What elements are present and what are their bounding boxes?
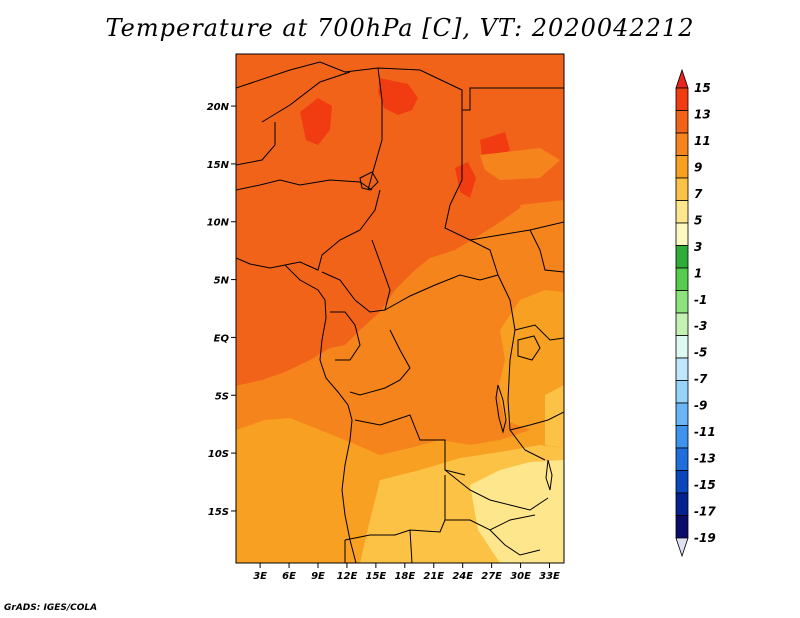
coastline — [236, 171, 553, 563]
border-car — [384, 274, 499, 311]
colorbar-label: 1 — [694, 266, 702, 280]
border-north-africa — [236, 61, 564, 111]
lon-tick-label: 18E — [394, 571, 415, 582]
colorbar-label: -1 — [694, 293, 707, 307]
colorbar-swatch — [675, 87, 689, 111]
border-nigeria — [284, 189, 381, 271]
colorbar-label: 9 — [694, 160, 702, 174]
colorbar-swatch — [675, 267, 689, 291]
border-zimbabwe — [489, 529, 541, 556]
colorbar-label: 3 — [694, 240, 702, 254]
colorbar-swatch — [675, 470, 689, 494]
lat-tick-label: 15S — [208, 507, 229, 518]
border-sahel — [236, 179, 373, 191]
lon-tick-label: 9E — [311, 571, 325, 582]
colorbar-swatch — [675, 155, 689, 179]
border-namibia — [344, 529, 413, 563]
border-cameroon — [321, 239, 391, 313]
colorbar-swatch — [675, 402, 689, 426]
field-patch-9-11-north — [480, 148, 560, 180]
border-drc-east — [497, 274, 546, 461]
lat-tick-label: 10N — [207, 218, 230, 229]
colorbar-top-arrow — [675, 68, 689, 89]
colorbar-label: 13 — [694, 107, 711, 121]
colorbar-label: -17 — [694, 505, 716, 519]
colorbar-swatch — [675, 425, 689, 449]
grads-credit: GrADS: IGES/COLA — [4, 603, 98, 613]
colorbar-label: 11 — [694, 134, 711, 148]
border-sudan-ss — [469, 221, 564, 241]
map-frame — [235, 53, 565, 564]
country-borders — [236, 61, 564, 563]
lat-tick-label: 15N — [207, 160, 230, 171]
colorbar-bottom-arrow — [675, 537, 689, 558]
colorbar-swatch — [675, 110, 689, 134]
border-mali-niger — [236, 122, 276, 166]
colorbar-label: -5 — [694, 346, 707, 360]
lon-tick-label: 12E — [337, 571, 358, 582]
colorbar-label: 5 — [694, 213, 702, 227]
border-tanzania — [509, 411, 564, 431]
border-algeria-niger — [261, 71, 351, 123]
temperature-field — [236, 54, 564, 563]
colorbar-swatch — [675, 380, 689, 404]
colorbar-swatch — [675, 515, 689, 539]
colorbar-swatch — [675, 132, 689, 156]
colorbar-label: -15 — [694, 478, 716, 492]
lon-tick-label: 30E — [510, 571, 531, 582]
border-uganda-kenya — [514, 324, 564, 341]
field-band-13-15-b — [300, 98, 332, 145]
lon-tick-label: 15E — [366, 571, 387, 582]
field-patch-9-11-ne — [520, 200, 564, 245]
colorbar-swatch — [675, 492, 689, 516]
border-congo-drc — [349, 329, 411, 396]
colorbar-label: 15 — [694, 81, 711, 95]
border-gabon — [330, 311, 361, 361]
lon-tick-label: 3E — [253, 571, 267, 582]
colorbar-swatch — [675, 335, 689, 359]
lake-tanganyika — [495, 384, 507, 434]
colorbar-label: -7 — [694, 372, 708, 386]
colorbar-swatch — [675, 447, 689, 471]
colorbar-label: -9 — [694, 399, 707, 413]
lon-tick-label: 33E — [539, 571, 560, 582]
lake-victoria — [517, 335, 541, 361]
colorbar-label: -13 — [694, 452, 716, 466]
border-ethiopia — [529, 229, 564, 273]
colorbar-swatch — [675, 357, 689, 381]
lat-tick-label: 10S — [208, 449, 229, 460]
colorbar-swatch — [675, 290, 689, 314]
border-chad-sudan — [444, 110, 499, 276]
lat-tick-label: 5S — [215, 391, 229, 402]
lake-chad — [359, 171, 379, 191]
latitude-axis: 20N 15N 10N 5N EQ 5S 10S 15S — [207, 102, 236, 518]
lon-tick-label: 27E — [481, 571, 502, 582]
colorbar-swatch — [675, 222, 689, 246]
lat-tick-label: EQ — [214, 333, 230, 344]
colorbar-label: -19 — [694, 531, 716, 545]
lon-tick-label: 6E — [282, 571, 296, 582]
field-band-13-15-c — [455, 162, 476, 198]
lon-tick-label: 21E — [423, 571, 444, 582]
field-band-13-15-a — [378, 78, 418, 115]
colorbar-swatch — [675, 177, 689, 201]
longitude-axis: 3E 6E 9E 12E 15E 18E 21E 24E 27E 30E 33E — [253, 563, 560, 582]
field-band-3-5 — [470, 460, 564, 563]
colorbar-swatch — [675, 200, 689, 224]
colorbar-label: 7 — [694, 187, 703, 201]
lat-tick-label: 5N — [214, 276, 230, 287]
lake-malawi — [545, 459, 553, 491]
lon-tick-label: 24E — [452, 571, 473, 582]
border-niger-chad — [367, 67, 383, 191]
border-zambia — [444, 469, 549, 511]
colorbar-swatch — [675, 245, 689, 269]
colorbar-label: -11 — [694, 425, 716, 439]
chart-title: Temperature at 700hPa [C], VT: 202004221… — [105, 14, 695, 42]
colorbar-label: -3 — [694, 319, 707, 333]
coast-west-africa — [236, 257, 357, 563]
lat-tick-label: 20N — [207, 102, 230, 113]
colorbar: 15 13 11 9 7 5 3 1 -1 -3 -5 -7 -9 -11 -13 -15 -17 -19 — [675, 68, 716, 558]
colorbar-swatch — [675, 312, 689, 336]
